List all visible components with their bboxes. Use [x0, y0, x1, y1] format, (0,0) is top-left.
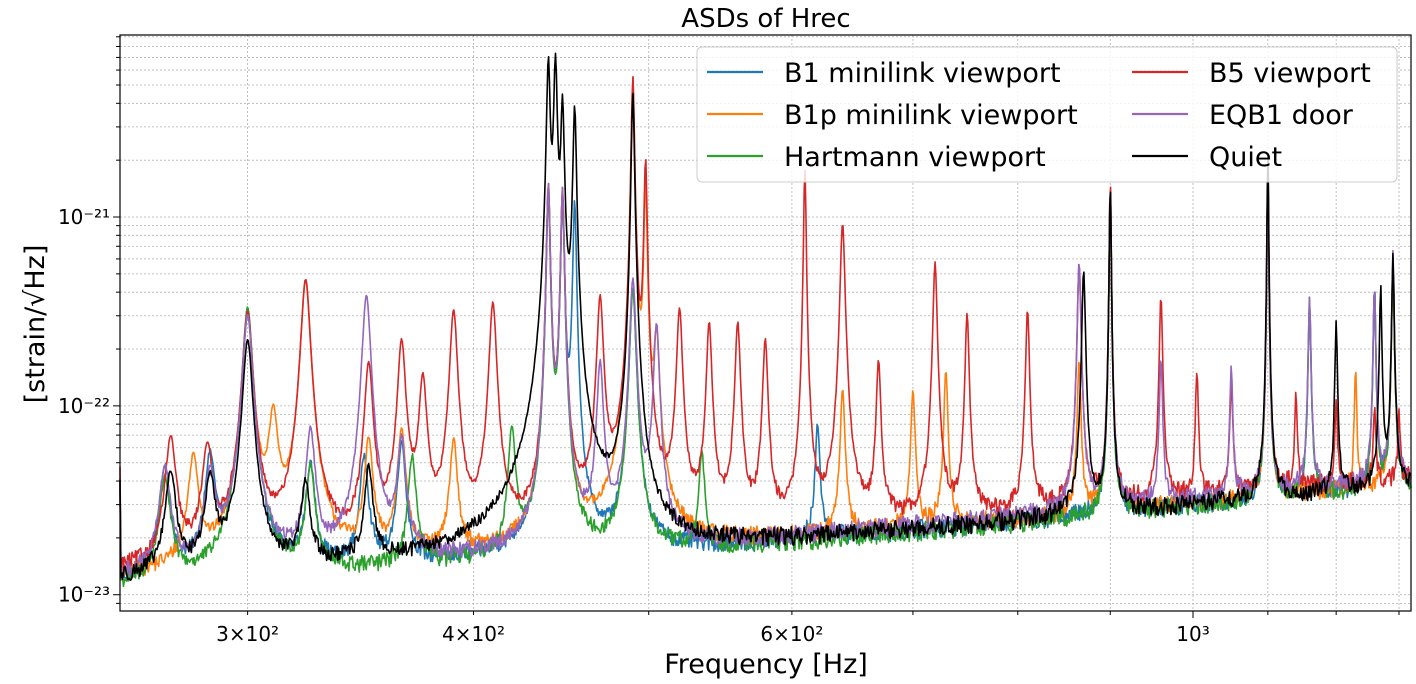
x-tick-label: 4×10²	[442, 622, 505, 646]
legend: B1 minilink viewport B1p minilink viewpor…	[696, 46, 1398, 183]
y-tick-label: 10⁻²¹	[58, 205, 110, 229]
legend-entry-label: EQB1 door	[1209, 100, 1354, 131]
series-lines	[119, 52, 1412, 588]
y-axis-label: [strain/√Hz]	[20, 245, 51, 404]
legend-entry-label: B1 minilink viewport	[784, 58, 1061, 89]
y-tick-label: 10⁻²²	[58, 394, 110, 418]
legend-entry-label: B1p minilink viewport	[784, 100, 1078, 131]
series-line	[119, 173, 1412, 581]
series-line	[119, 76, 1412, 573]
y-tick-label: 10⁻²³	[58, 583, 110, 607]
series-line	[119, 52, 1412, 582]
x-tick-label: 6×10²	[760, 622, 823, 646]
axis-ticks: 3×10² 4×10² 6×10² 10³ 10⁻²³ 10⁻²² 10⁻²¹	[58, 36, 1400, 646]
legend-entry-label: Hartmann viewport	[784, 142, 1046, 173]
legend-entry-label: Quiet	[1209, 142, 1282, 173]
plot-frame	[119, 34, 1412, 612]
x-tick-label: 3×10²	[216, 622, 279, 646]
legend-box	[696, 46, 1398, 183]
legend-entry-label: B5 viewport	[1209, 58, 1371, 89]
chart-title: ASDs of Hrec	[681, 4, 850, 34]
x-tick-label: 10³	[1176, 622, 1209, 646]
x-axis-label: Frequency [Hz]	[664, 649, 868, 680]
